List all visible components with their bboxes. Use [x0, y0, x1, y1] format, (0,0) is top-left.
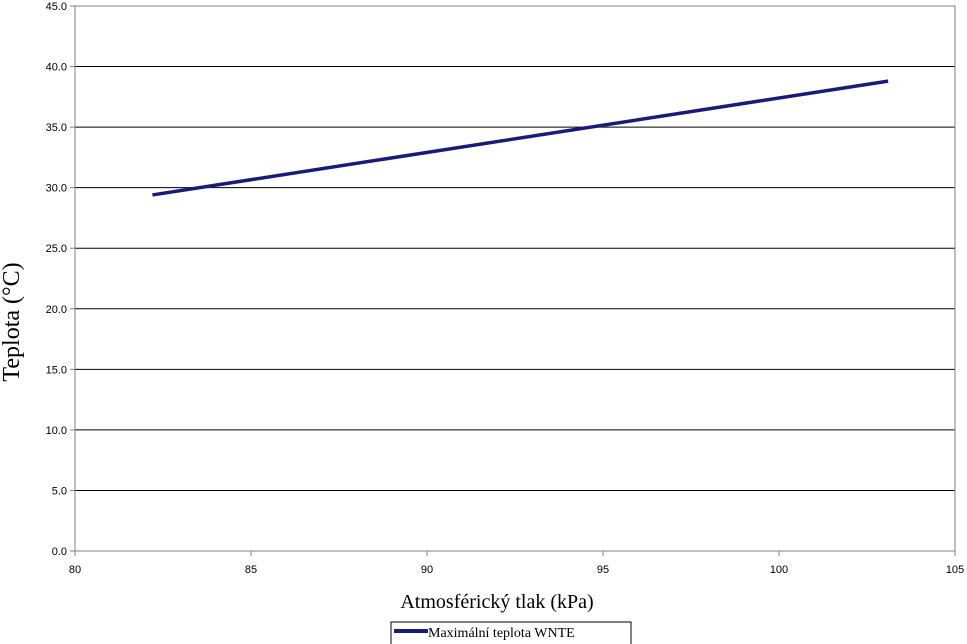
- y-tick-label: 0.0: [52, 546, 67, 558]
- y-tick-label: 40.0: [46, 62, 67, 74]
- y-tick-label: 15.0: [46, 364, 67, 376]
- y-axis-ticks: 0.0 5.0 10.0 15.0 20.0 25.0 30.0 35.0 40.0 45.0: [46, 1, 75, 558]
- plot-area-frame: [74, 5, 956, 552]
- series-line: [152, 79, 889, 197]
- legend: Maximální teplota WNTE: [390, 621, 632, 644]
- grid-lines: [75, 5, 955, 552]
- x-axis-title: Atmosférický tlak (kPa): [400, 591, 593, 613]
- x-tick-label: 100: [770, 564, 788, 576]
- y-tick-label: 45.0: [46, 1, 67, 13]
- y-tick-label: 10.0: [46, 425, 67, 437]
- x-tick-label: 80: [69, 564, 81, 576]
- y-axis-title: Teplota (°C): [0, 262, 25, 381]
- legend-box: [390, 621, 632, 644]
- legend-label: Maximální teplota WNTE: [428, 626, 575, 641]
- y-tick-label: 5.0: [52, 485, 67, 497]
- x-tick-label: 105: [946, 564, 964, 576]
- x-tick-label: 90: [421, 564, 433, 576]
- x-tick-label: 95: [597, 564, 609, 576]
- y-tick-label: 35.0: [46, 122, 67, 134]
- y-tick-label: 30.0: [46, 183, 67, 195]
- y-tick-label: 20.0: [46, 304, 67, 316]
- x-tick-label: 85: [245, 564, 257, 576]
- y-tick-label: 25.0: [46, 243, 67, 255]
- series-layer: [152, 79, 889, 197]
- x-axis-ticks: 80 85 90 95 100 105: [69, 551, 964, 576]
